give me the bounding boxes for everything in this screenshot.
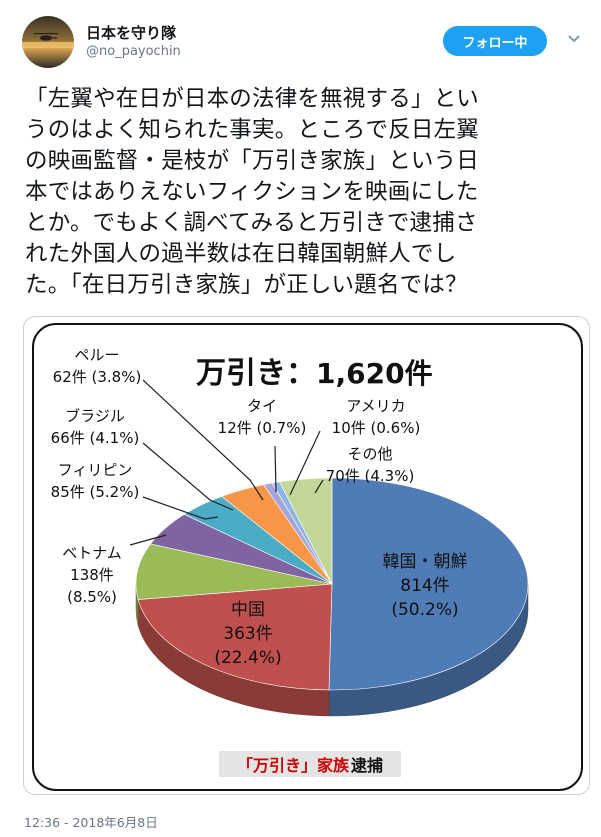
tweet-line: た。「在日万引き家族」が正しい題名では？: [25, 272, 468, 298]
caption-black: 逮捕: [351, 756, 384, 775]
tweet-line: とか。でもよく調べてみると万引きで逮捕さ: [25, 210, 478, 236]
chevron-down-icon[interactable]: [567, 34, 581, 44]
tweet-line: 「左翼や在日が日本の法律を無視する」とい: [25, 86, 480, 112]
tweet-text: 「左翼や在日が日本の法律を無視する」とい うのはよく知られた事実。ところで反日左…: [25, 84, 581, 301]
display-name[interactable]: 日本を守り隊: [86, 24, 177, 42]
user-handle[interactable]: @no_payochin: [86, 44, 181, 59]
tweet-timestamp[interactable]: 12:36 - 2018年6月8日: [24, 815, 158, 830]
chart-caption: 「万引き」家族 逮捕: [219, 751, 401, 777]
tweet-line: れた外国人の過半数は在日韓国朝鮮人でし: [25, 241, 457, 267]
caption-red: 「万引き」家族: [236, 756, 349, 775]
helicopter-icon: [34, 33, 58, 41]
chart-title: 万引き：1,620件: [196, 348, 433, 392]
chart-frame: [32, 323, 583, 791]
avatar[interactable]: [22, 16, 74, 68]
tweet-line: うのはよく知られた事実。ところで反日左翼: [25, 117, 480, 143]
tweet-line: 本ではありえないフィクションを映画にした: [25, 179, 479, 205]
tweet-header: 日本を守り隊 @no_payochin フォロー中: [22, 16, 582, 72]
following-button[interactable]: フォロー中: [443, 26, 547, 56]
chart-title-prefix: 万引き：: [196, 356, 316, 391]
tweet-line: の映画監督・是枝が「万引き家族」という日: [25, 148, 480, 174]
sunset-band: [22, 42, 74, 48]
chart-title-count: 1,620件: [316, 357, 433, 390]
